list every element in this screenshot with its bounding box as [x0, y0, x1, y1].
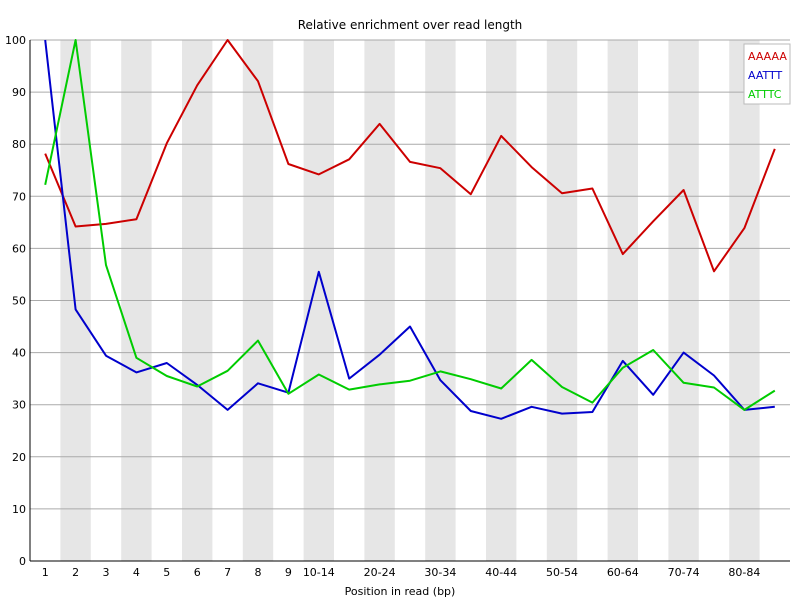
x-tick-4: 4: [133, 566, 140, 579]
x-tick-9: 9: [285, 566, 292, 579]
y-tick-50: 50: [12, 295, 26, 308]
x-axis-label: Position in read (bp): [345, 585, 456, 598]
x-tick-3: 3: [103, 566, 110, 579]
x-tick-7: 7: [224, 566, 231, 579]
y-tick-100: 100: [5, 34, 26, 47]
y-tick-70: 70: [12, 190, 26, 203]
y-tick-labels: 0 10 20 30 40 50 60 70 80 90 100: [5, 34, 26, 568]
legend-box: [743, 43, 791, 105]
x-tick-8: 8: [255, 566, 262, 579]
x-tick-30-34: 30-34: [424, 566, 456, 579]
x-tick-60-64: 60-64: [607, 566, 639, 579]
y-tick-80: 80: [12, 138, 26, 151]
chart-title: Relative enrichment over read length: [298, 18, 523, 32]
x-tick-50-54: 50-54: [546, 566, 578, 579]
x-tick-20-24: 20-24: [364, 566, 396, 579]
y-tick-30: 30: [12, 399, 26, 412]
x-tick-2: 2: [72, 566, 79, 579]
x-tick-6: 6: [194, 566, 201, 579]
y-tick-20: 20: [12, 451, 26, 464]
series-line-AAAAA: [44, 39, 776, 273]
y-tick-0: 0: [19, 555, 26, 568]
x-tick-1: 1: [42, 566, 49, 579]
legend-entry-AATTT: AATTT: [748, 69, 783, 82]
y-tick-90: 90: [12, 86, 26, 99]
x-tick-40-44: 40-44: [485, 566, 517, 579]
legend: AAAAA AATTT ATTTC: [743, 43, 791, 105]
x-tick-80-84: 80-84: [728, 566, 760, 579]
x-tick-10-14: 10-14: [303, 566, 335, 579]
y-tick-40: 40: [12, 347, 26, 360]
y-tick-10: 10: [12, 503, 26, 516]
axes: [29, 40, 790, 562]
legend-entry-AAAAA: AAAAA: [748, 50, 787, 63]
x-tick-70-74: 70-74: [668, 566, 700, 579]
series-line-AATTT: [44, 39, 775, 420]
y-tick-60: 60: [12, 242, 26, 255]
x-tick-5: 5: [163, 566, 170, 579]
series-line-ATTTC: [44, 39, 776, 411]
series-lines: [44, 39, 776, 420]
legend-entry-ATTTC: ATTTC: [748, 88, 782, 101]
x-tick-labels: 1 2 3 4 5 6 7 8 9 10-14 20-24 30-34 40-44 50-54 60-64 7…: [42, 566, 761, 579]
